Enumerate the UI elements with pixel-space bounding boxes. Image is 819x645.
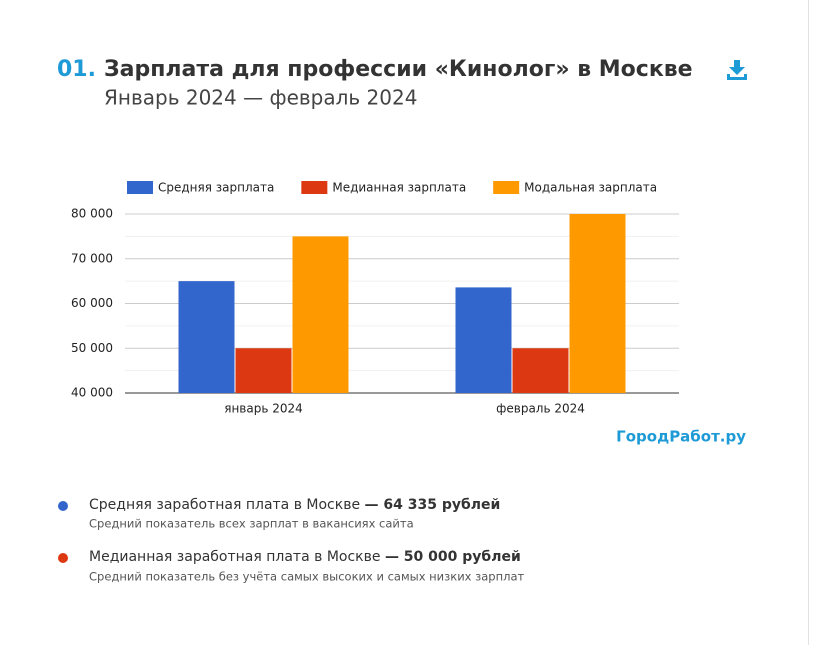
x-tick-label: февраль 2024 — [496, 402, 585, 416]
legend-label: Средняя зарплата — [158, 181, 274, 195]
x-tick-label: январь 2024 — [224, 402, 303, 416]
bar — [569, 214, 626, 393]
legend-swatch — [493, 181, 520, 194]
bar — [292, 236, 349, 393]
y-tick-label: 40 000 — [71, 386, 113, 400]
summary-line: Медианная заработная плата в Москве — 50… — [89, 549, 521, 565]
subtitle: Январь 2024 — февраль 2024 — [104, 86, 417, 110]
chart: 40 000 50 000 60 000 70 000 80 000 Средняя за… — [71, 181, 679, 416]
summary-note: Средний показатель всех зарплат в ваканс… — [89, 517, 414, 531]
legend-swatch — [127, 181, 153, 194]
brand: ГородРабот.ру — [616, 428, 746, 446]
bar — [235, 348, 292, 393]
legend-label: Медианная зарплата — [332, 181, 466, 195]
section-number: 01. — [57, 57, 96, 82]
bullet — [58, 501, 68, 511]
title: Зарплата для профессии «Кинолог» в Москв… — [104, 57, 693, 82]
summary-note: Средний показатель без учёта самых высок… — [89, 570, 525, 584]
y-tick-label: 60 000 — [71, 296, 113, 310]
legend-swatch — [301, 181, 328, 194]
summary-value: — 64 335 рублей — [365, 497, 501, 513]
y-tick-label: 50 000 — [71, 341, 113, 355]
bullet — [58, 553, 68, 563]
summary-value: — 50 000 рублей — [385, 549, 521, 565]
y-tick-label: 80 000 — [71, 207, 113, 221]
bar — [178, 281, 235, 393]
download-icon[interactable] — [727, 60, 747, 80]
legend-label: Модальная зарплата — [524, 181, 657, 195]
bar — [512, 348, 569, 393]
bar — [455, 287, 512, 393]
summary-line: Средняя заработная плата в Москве — 64 3… — [89, 497, 500, 513]
y-tick-label: 70 000 — [71, 251, 113, 265]
summary-label: Средняя заработная плата в Москве — [89, 497, 360, 513]
summary-label: Медианная заработная плата в Москве — [89, 549, 380, 565]
